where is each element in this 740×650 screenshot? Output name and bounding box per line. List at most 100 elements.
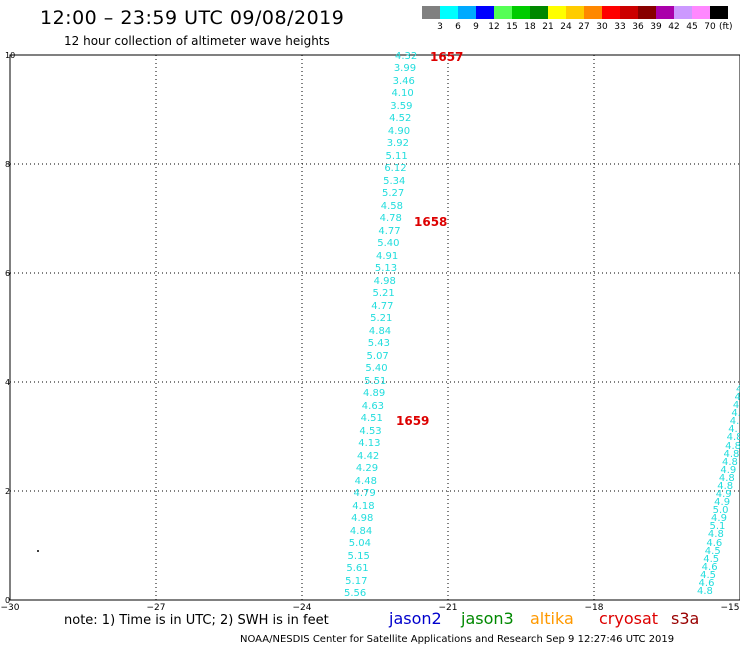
chart-subtitle: 12 hour collection of altimeter wave hei… bbox=[64, 34, 330, 48]
swh-value-edge: 4.8 bbox=[718, 472, 735, 484]
satellite-cryosat: cryosat bbox=[599, 609, 659, 628]
swh-value: 3.59 bbox=[390, 100, 413, 112]
swh-value: 5.40 bbox=[365, 363, 388, 375]
swh-value: 3.46 bbox=[392, 75, 415, 87]
legend-swatch bbox=[422, 6, 440, 19]
swh-value: 4.29 bbox=[355, 463, 379, 475]
swh-value: 5.07 bbox=[366, 350, 389, 362]
swh-value: 5.40 bbox=[377, 238, 400, 250]
legend-label: 30 bbox=[596, 22, 608, 32]
swh-value: 4.48 bbox=[354, 475, 377, 487]
swh-value-edge: 4. bbox=[728, 424, 738, 436]
x-tick-label: −30 bbox=[0, 603, 20, 613]
y-tick-label: 10 bbox=[5, 51, 16, 60]
legend-swatch bbox=[530, 6, 548, 19]
pass-time-label: 1659 bbox=[396, 414, 430, 428]
legend-label: 36 bbox=[632, 22, 644, 32]
legend-label: 6 bbox=[455, 22, 461, 32]
legend-swatch bbox=[440, 6, 458, 19]
y-tick-label: 0 bbox=[5, 596, 11, 605]
legend-label: 18 bbox=[524, 22, 536, 32]
swh-value: 4.63 bbox=[361, 400, 385, 412]
legend-label: 15 bbox=[506, 22, 518, 32]
swh-value: 5.27 bbox=[381, 188, 405, 200]
legend-label: 12 bbox=[488, 22, 500, 32]
swh-value: 5.51 bbox=[364, 375, 387, 387]
satellite-altika: altika bbox=[530, 609, 574, 628]
y-tick-label: 8 bbox=[5, 160, 11, 169]
legend-swatch bbox=[566, 6, 584, 19]
pass-time-label: 1658 bbox=[414, 215, 448, 229]
swh-value-edge: 4.8 bbox=[723, 448, 740, 460]
swh-value-edge: 5.0 bbox=[712, 505, 729, 517]
legend-unit: (ft) bbox=[719, 22, 733, 32]
swh-value-edge: 4.8 bbox=[697, 586, 713, 597]
swh-value: 5.43 bbox=[367, 338, 390, 350]
satellite-s3a: s3a bbox=[671, 609, 700, 628]
legend-swatch bbox=[494, 6, 512, 19]
legend-label: 3 bbox=[437, 22, 443, 32]
legend-swatch bbox=[512, 6, 530, 19]
swh-value-edge: 4 bbox=[732, 400, 740, 412]
swh-value-edge: 4.8 bbox=[717, 480, 734, 492]
x-tick-label: −21 bbox=[438, 603, 458, 613]
swh-value-edge: 4.9 bbox=[720, 464, 737, 476]
legend-swatch bbox=[710, 6, 728, 19]
swh-value: 4.78 bbox=[379, 213, 402, 225]
legend-swatch bbox=[638, 6, 656, 19]
swh-value: 4.52 bbox=[389, 113, 412, 125]
swh-value: 5.61 bbox=[346, 563, 369, 575]
legend-label: 39 bbox=[650, 22, 662, 32]
legend-swatch bbox=[674, 6, 692, 19]
swh-value: 4.53 bbox=[359, 425, 382, 437]
swh-value: 4.18 bbox=[352, 500, 375, 512]
legend-swatch bbox=[602, 6, 620, 19]
swh-value-edge: 4.8 bbox=[725, 440, 740, 452]
swh-value: 4.98 bbox=[351, 513, 374, 525]
swh-value-edge: 4. bbox=[729, 416, 740, 428]
swh-value: 4.77 bbox=[371, 300, 394, 312]
swh-value-edge: 4.9 bbox=[714, 497, 731, 509]
legend-label: 9 bbox=[473, 22, 479, 32]
chart-title: 12:00 – 23:59 UTC 09/08/2019 bbox=[40, 7, 345, 29]
swh-value: 3.99 bbox=[393, 63, 417, 75]
swh-value: 5.17 bbox=[345, 575, 368, 587]
satellite-jason2: jason2 bbox=[389, 609, 442, 628]
swh-value-edge: 4.5 bbox=[704, 545, 721, 557]
swh-value: 4.42 bbox=[357, 450, 380, 462]
swh-value-edge: 4.5 bbox=[703, 553, 720, 565]
note-text: note: 1) Time is in UTC; 2) SWH is in fe… bbox=[64, 613, 329, 628]
swh-value: 5.15 bbox=[347, 550, 370, 562]
grid-lines bbox=[10, 55, 740, 600]
legend-swatch bbox=[656, 6, 674, 19]
y-tick-label: 4 bbox=[5, 378, 11, 387]
legend-swatch bbox=[458, 6, 476, 19]
swh-value-edge: 5.1 bbox=[709, 521, 726, 533]
x-tick-label: −24 bbox=[292, 603, 312, 613]
x-tick-label: −27 bbox=[146, 603, 166, 613]
swh-value: 5.11 bbox=[385, 150, 408, 162]
legend-label: 42 bbox=[668, 22, 680, 32]
swh-value: 4.90 bbox=[387, 125, 411, 137]
swh-value-edge: 4.9 bbox=[711, 513, 727, 525]
legend-label: 70 bbox=[704, 22, 716, 32]
swh-value-edge: 4.9 bbox=[715, 489, 732, 501]
plot-frame bbox=[9, 54, 740, 601]
swh-value: 4.51 bbox=[360, 413, 383, 425]
swh-value: 5.21 bbox=[372, 288, 395, 300]
legend-swatch bbox=[620, 6, 638, 19]
swh-value: 6.12 bbox=[384, 163, 407, 175]
legend-label: 24 bbox=[560, 22, 572, 32]
swh-value: 4.32 bbox=[395, 51, 418, 62]
legend-swatch bbox=[692, 6, 710, 19]
x-tick-label: −18 bbox=[584, 603, 604, 613]
swh-value: 5.13 bbox=[374, 263, 398, 275]
swh-value: 5.21 bbox=[370, 313, 393, 325]
legend-swatch bbox=[584, 6, 602, 19]
swh-value: 4.98 bbox=[373, 275, 396, 287]
swh-value-edge: 4.8 bbox=[721, 456, 738, 468]
swh-value-edge: 4.6 bbox=[706, 537, 723, 549]
swh-value: 5.04 bbox=[348, 538, 371, 550]
footer-credit: NOAA/NESDIS Center for Satellite Applica… bbox=[240, 634, 675, 645]
